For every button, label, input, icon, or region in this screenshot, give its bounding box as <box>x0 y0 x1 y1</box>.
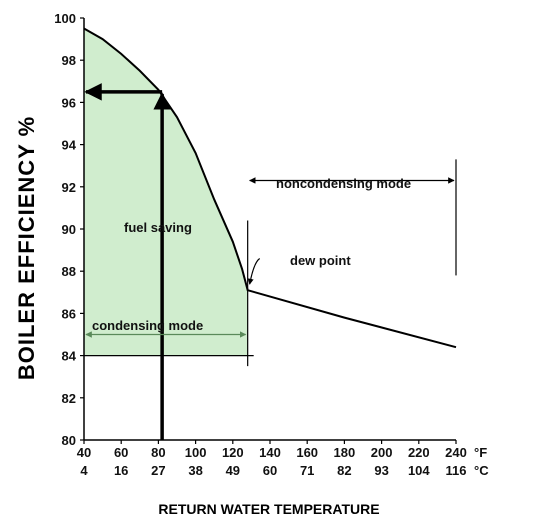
x-tick-label-f: 220 <box>408 445 430 460</box>
x-tick-label-f: 240 <box>445 445 467 460</box>
x-tick-label-c: 49 <box>226 463 240 478</box>
x-tick-label-f: 100 <box>185 445 207 460</box>
y-tick-label: 86 <box>62 306 76 321</box>
unit-f-label: °F <box>474 445 487 460</box>
y-axis-title: BOILER EFFICIENCY % <box>14 116 39 380</box>
x-tick-label-f: 140 <box>259 445 281 460</box>
x-tick-label-f: 60 <box>114 445 128 460</box>
x-tick-label-f: 200 <box>371 445 393 460</box>
x-tick-label-c: 71 <box>300 463 314 478</box>
x-tick-label-f: 80 <box>151 445 165 460</box>
x-axis-title: RETURN WATER TEMPERATURE <box>158 501 379 517</box>
y-tick-label: 92 <box>62 180 76 195</box>
x-tick-label-c: 16 <box>114 463 128 478</box>
x-tick-label-f: 180 <box>334 445 356 460</box>
x-tick-label-c: 4 <box>80 463 88 478</box>
x-tick-label-c: 104 <box>408 463 430 478</box>
unit-c-label: °C <box>474 463 489 478</box>
x-tick-label-f: 160 <box>296 445 318 460</box>
y-tick-label: 90 <box>62 222 76 237</box>
y-tick-label: 88 <box>62 264 76 279</box>
dew-point-pointer <box>247 258 261 285</box>
x-tick-label-c: 116 <box>446 463 467 478</box>
y-tick-label: 84 <box>62 349 77 364</box>
y-tick-label: 98 <box>62 53 76 68</box>
x-tick-label-f: 40 <box>77 445 91 460</box>
x-tick-label-c: 27 <box>151 463 165 478</box>
x-tick-label-f: 120 <box>222 445 244 460</box>
x-tick-label-c: 38 <box>188 463 202 478</box>
fuel-saving-label: fuel saving <box>124 220 192 235</box>
y-tick-label: 82 <box>62 391 76 406</box>
condensing-mode-label: condensing mode <box>92 318 203 333</box>
noncondensing-mode-label: noncondensing mode <box>276 176 411 191</box>
y-tick-label: 100 <box>54 11 76 26</box>
x-tick-label-c: 93 <box>374 463 388 478</box>
y-tick-label: 96 <box>62 95 76 110</box>
x-tick-label-c: 82 <box>337 463 351 478</box>
y-tick-label: 94 <box>62 138 77 153</box>
x-tick-label-c: 60 <box>263 463 277 478</box>
condensing-region-fill <box>84 28 248 356</box>
dew-point-label: dew point <box>290 253 351 268</box>
y-tick-label: 80 <box>62 433 76 448</box>
